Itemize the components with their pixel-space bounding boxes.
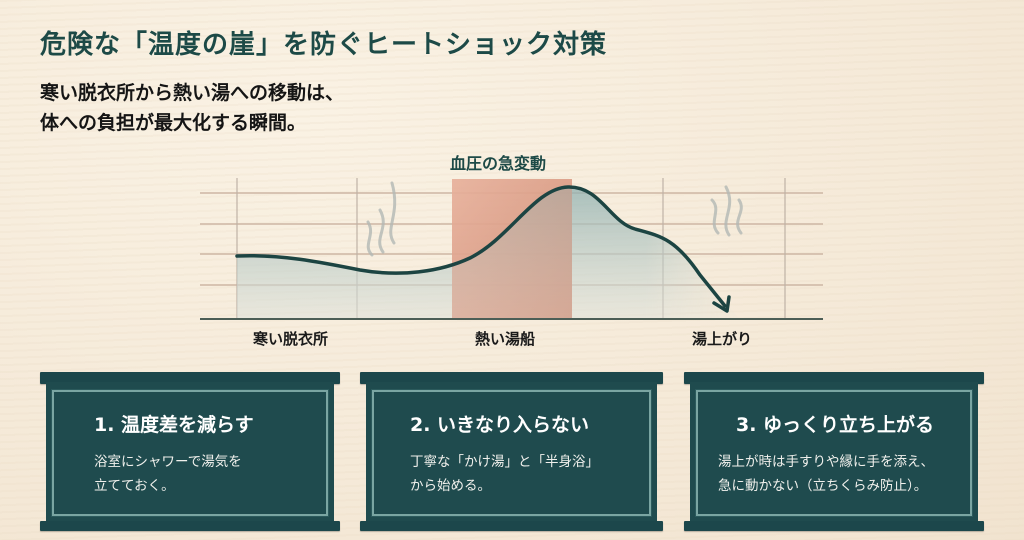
stage-label-after-bath: 湯上がり	[692, 330, 753, 348]
card-text: 丁寧な「かけ湯」と「半身浴」 から始める。	[410, 454, 599, 494]
subtitle-line-2: 体への負担が最大化する瞬間。	[40, 112, 307, 134]
card-title: 1. 温度差を減らす	[94, 414, 254, 436]
subtitle: 寒い脱衣所から熱い湯への移動は、 体への負担が最大化する瞬間。	[40, 78, 344, 138]
card-title: 3. ゆっくり立ち上がる	[736, 414, 935, 436]
card-bottom-bar	[40, 521, 340, 531]
card-title: 2. いきなり入らない	[410, 414, 590, 436]
card-bottom-bar	[684, 521, 984, 531]
card-text: 浴室にシャワーで湯気を 立てておく。	[94, 454, 242, 494]
card-bottom-bar	[360, 521, 663, 531]
card-top-bar	[40, 372, 340, 384]
tip-card-2: 2. いきなり入らない 丁寧な「かけ湯」と「半身浴」 から始める。	[360, 372, 663, 531]
blood-pressure-chart	[200, 178, 823, 320]
card-body: 2. いきなり入らない 丁寧な「かけ湯」と「半身浴」 から始める。	[366, 382, 657, 522]
stage-label-hot-bath: 熱い湯船	[475, 330, 536, 348]
stage-label-cold-dressing-room: 寒い脱衣所	[253, 330, 329, 348]
card-body: 3. ゆっくり立ち上がる 湯上が時は手すりや縁に手を添え、 急に動かない（立ちく…	[690, 382, 978, 522]
steam-icon	[710, 185, 743, 237]
arrow-head-icon	[712, 295, 731, 313]
card-top-bar	[360, 372, 663, 384]
band-label: 血圧の急変動	[450, 154, 547, 173]
card-text: 湯上が時は手すりや縁に手を添え、 急に動かない（立ちくらみ防止）。	[718, 454, 934, 494]
card-top-bar	[684, 372, 984, 384]
blood-pressure-curve	[235, 185, 727, 308]
steam-icon	[366, 181, 397, 257]
tip-card-3: 3. ゆっくり立ち上がる 湯上が時は手すりや縁に手を添え、 急に動かない（立ちく…	[684, 372, 984, 531]
card-body: 1. 温度差を減らす 浴室にシャワーで湯気を 立てておく。	[46, 382, 334, 522]
subtitle-line-1: 寒い脱衣所から熱い湯への移動は、	[40, 82, 345, 104]
page-title: 危険な「温度の崖」を防ぐヒートショック対策	[40, 30, 608, 60]
tip-card-1: 1. 温度差を減らす 浴室にシャワーで湯気を 立てておく。	[40, 372, 340, 531]
